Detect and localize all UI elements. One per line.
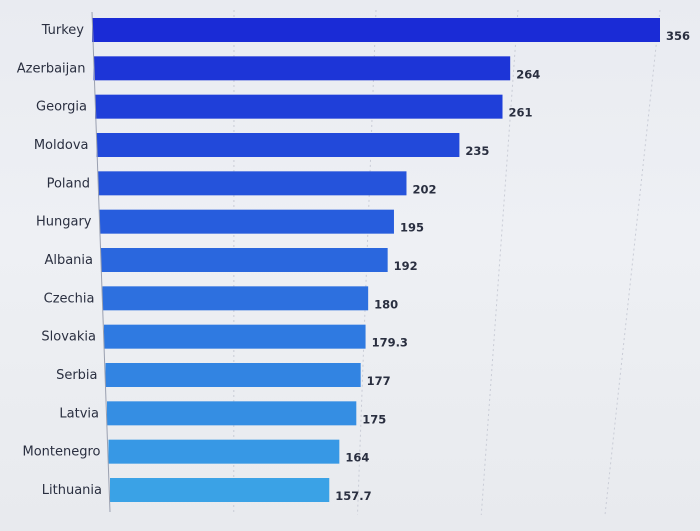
value-label: 192 xyxy=(394,259,418,273)
category-label: Latvia xyxy=(59,406,99,421)
category-label: Czechia xyxy=(44,291,95,306)
gridline xyxy=(480,9,519,516)
category-label: Serbia xyxy=(56,368,97,383)
value-label: 157.7 xyxy=(335,489,371,503)
category-label: Georgia xyxy=(36,100,87,115)
bar-serbia xyxy=(105,363,361,387)
value-label: 356 xyxy=(666,29,690,43)
bar-latvia xyxy=(107,401,357,426)
bar-poland xyxy=(98,171,407,196)
category-label: Moldova xyxy=(34,138,89,153)
bar-azerbaijan xyxy=(93,56,511,81)
value-label: 180 xyxy=(374,297,398,311)
category-label: Montenegro xyxy=(22,445,100,460)
category-label: Azerbaijan xyxy=(17,61,86,76)
value-label: 195 xyxy=(400,221,424,235)
category-label: Turkey xyxy=(41,23,85,38)
category-label: Lithuania xyxy=(42,483,102,498)
value-label: 264 xyxy=(516,67,540,81)
value-label: 261 xyxy=(509,106,533,120)
value-label: 179.3 xyxy=(372,336,408,350)
bar-hungary xyxy=(99,209,394,234)
value-label: 175 xyxy=(362,412,386,426)
value-label: 164 xyxy=(345,451,369,465)
bar-albania xyxy=(101,248,388,272)
value-label: 235 xyxy=(465,144,489,158)
category-label: Albania xyxy=(44,253,93,268)
gridline xyxy=(604,9,661,516)
bars xyxy=(92,18,660,502)
bar-montenegro xyxy=(108,439,340,464)
value-label: 202 xyxy=(412,182,436,196)
bar-moldova xyxy=(96,133,460,157)
gridlines xyxy=(233,9,661,516)
bar-slovakia xyxy=(104,324,366,349)
category-labels: Turkey Azerbaijan Georgia Moldova Poland Hung… xyxy=(17,23,102,498)
value-labels: 356 264 261 235 202 195 192 180 179.3 177 175 164 15… xyxy=(335,29,690,503)
bar-turkey xyxy=(92,18,660,42)
category-label: Poland xyxy=(47,176,90,191)
value-label: 177 xyxy=(367,374,391,388)
bar-georgia xyxy=(95,94,503,119)
gridline xyxy=(357,9,377,516)
y-axis-line xyxy=(91,11,111,513)
category-label: Slovakia xyxy=(41,330,96,345)
bar-czechia xyxy=(102,286,369,311)
bar-lithuania xyxy=(110,478,330,502)
category-label: Hungary xyxy=(36,215,92,230)
